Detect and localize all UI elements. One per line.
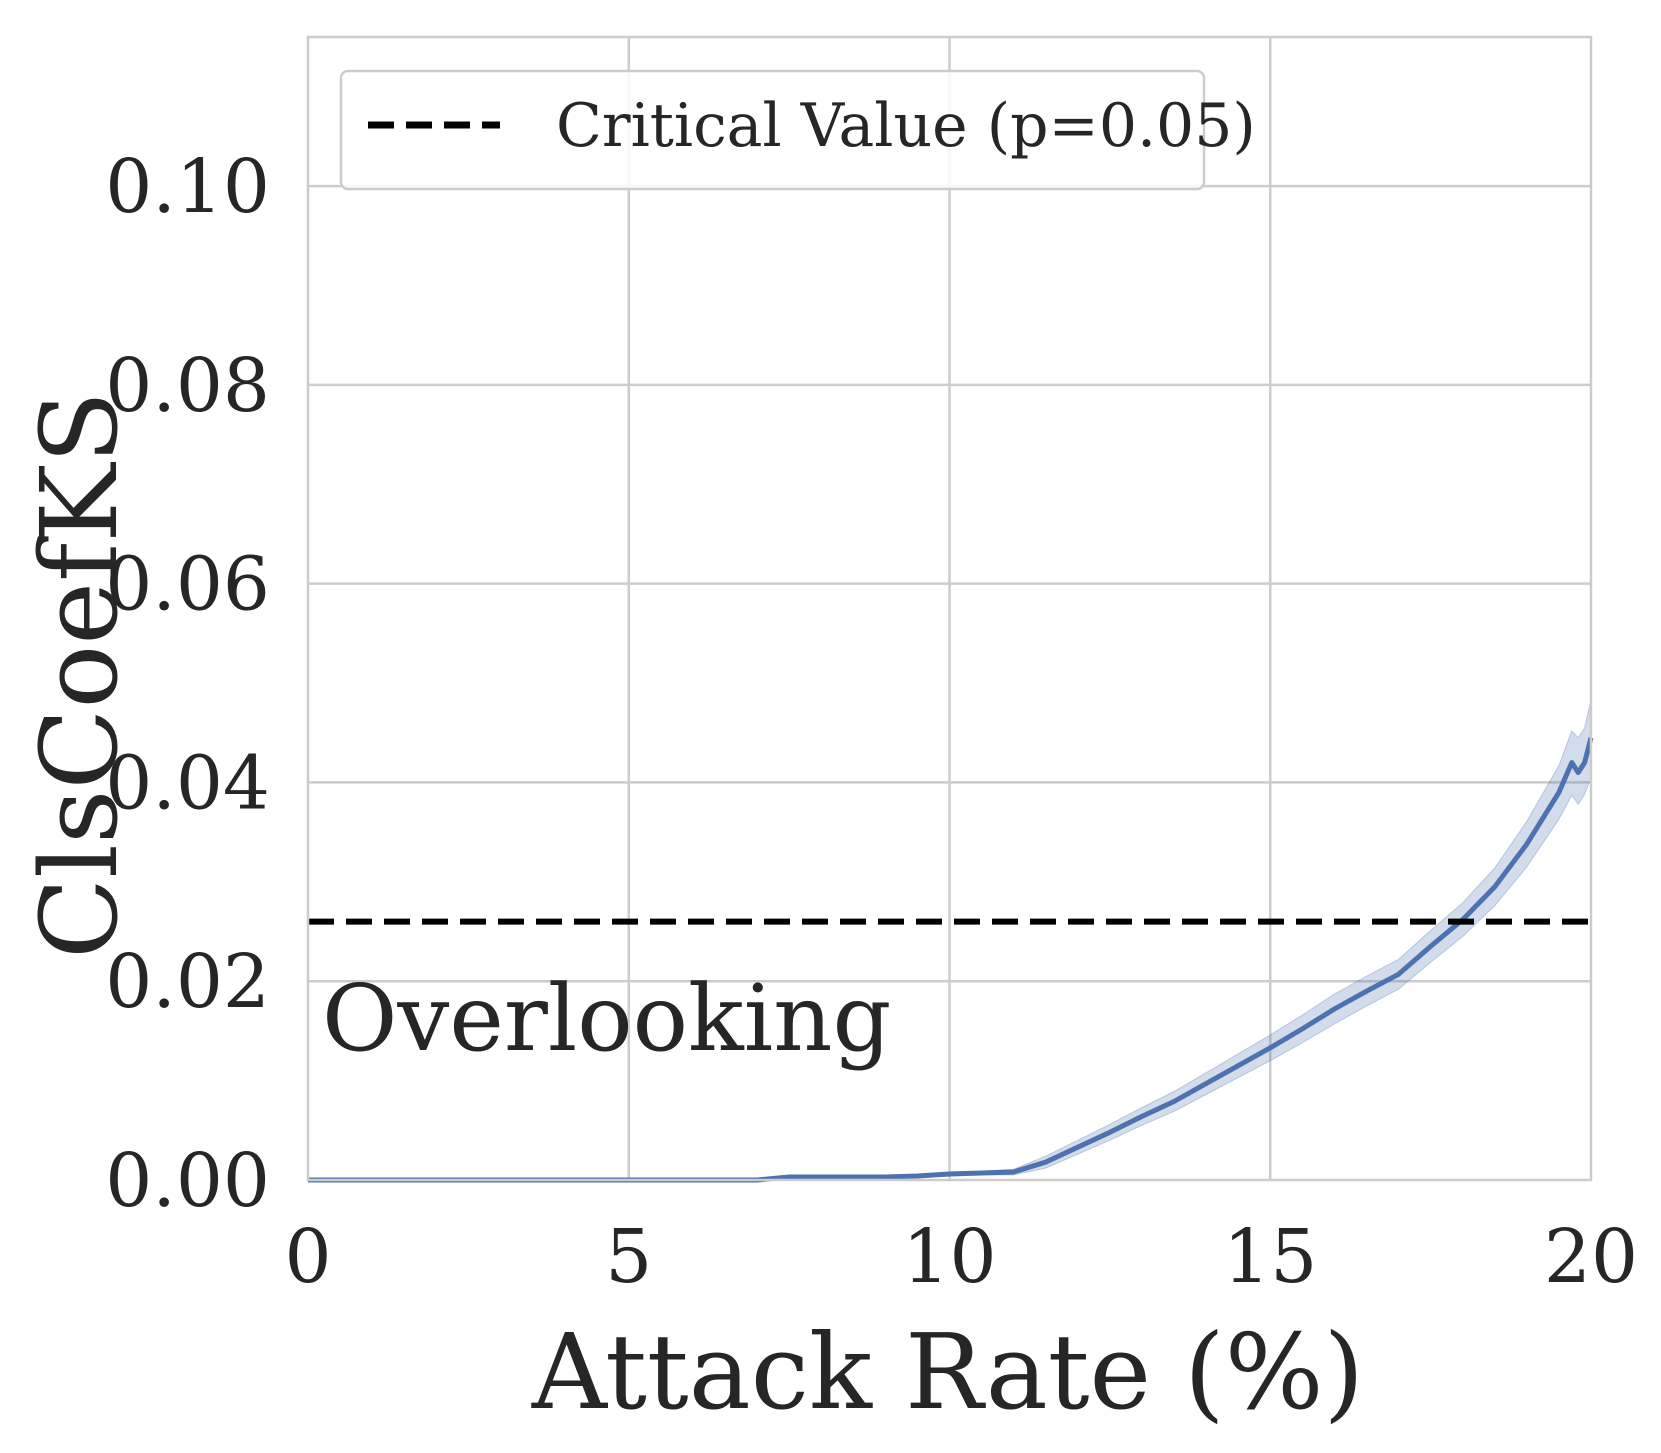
legend-label-critical-value: Critical Value (p=0.05) (556, 91, 1256, 161)
plot-frame (306, 35, 1593, 1182)
x-tick-label: 10 (902, 1214, 996, 1300)
legend-box (339, 69, 1206, 191)
overlooking-annotation: Overlooking (322, 965, 891, 1072)
y-tick-label: 0.10 (105, 144, 270, 230)
x-axis-label: Attack Rate (%) (531, 1311, 1364, 1433)
legend: Critical Value (p=0.05) (339, 69, 1256, 191)
x-tick-label: 20 (1544, 1214, 1638, 1300)
x-tick-label: 0 (284, 1214, 331, 1300)
y-tick-labels: 0.00 0.02 0.04 0.06 0.08 0.10 (105, 144, 270, 1224)
y-tick-label: 0.02 (105, 939, 270, 1025)
y-tick-label: 0.06 (105, 542, 270, 628)
y-axis-label: ClsCoefKS (18, 391, 141, 959)
y-tick-label: 0.08 (105, 343, 270, 429)
x-tick-label: 5 (605, 1214, 652, 1300)
y-tick-label: 0.00 (105, 1138, 270, 1224)
series-line-layer (308, 737, 1594, 1183)
series-line-clscoefks (308, 737, 1594, 1183)
grid (308, 37, 1591, 1180)
x-tick-label: 15 (1223, 1214, 1317, 1300)
y-tick-label: 0.04 (105, 740, 270, 826)
x-tick-labels: 0 5 10 15 20 (284, 1214, 1638, 1300)
